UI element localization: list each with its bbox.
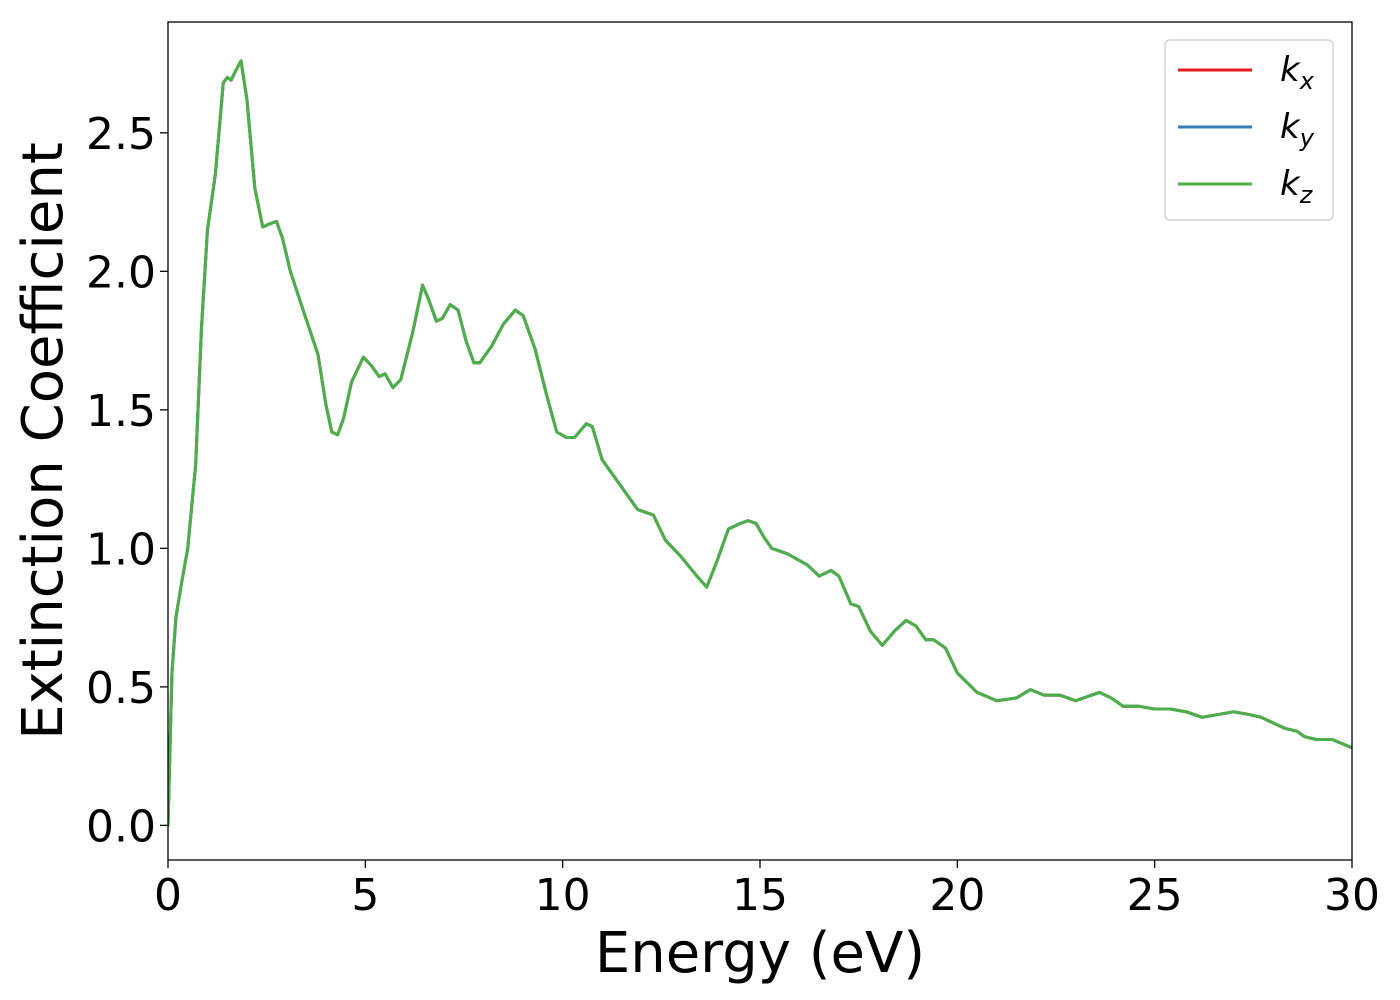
- y-tick-label: 0.0: [86, 801, 156, 852]
- legend-label-ky: ky: [1280, 107, 1315, 152]
- x-tick-label: 10: [535, 870, 591, 921]
- x-tick-label: 30: [1324, 870, 1380, 921]
- x-tick-label: 15: [732, 870, 788, 921]
- legend-label-kz: kz: [1280, 164, 1314, 209]
- x-tick-label: 0: [154, 870, 182, 921]
- series-line-kz: [168, 59, 1352, 827]
- y-axis-label: Extinction Coefficient: [11, 142, 76, 740]
- y-tick-label: 1.0: [86, 524, 156, 575]
- y-tick-label: 0.5: [86, 663, 156, 714]
- legend-label-kx: kx: [1280, 50, 1315, 95]
- legend: kx ky kz: [1164, 39, 1334, 221]
- y-axis-ticks: 0.0 0.5 1.0 1.5 2.0 2.5: [86, 109, 168, 852]
- series-lines: [168, 59, 1352, 827]
- x-tick-label: 25: [1127, 870, 1183, 921]
- y-tick-label: 2.5: [86, 109, 156, 160]
- y-tick-label: 2.0: [86, 247, 156, 298]
- x-tick-label: 20: [929, 870, 985, 921]
- y-tick-label: 1.5: [86, 386, 156, 437]
- x-axis-ticks: 0 5 10 15 20 25 30: [154, 860, 1380, 921]
- x-tick-label: 5: [351, 870, 379, 921]
- legend-box: [1164, 39, 1334, 221]
- x-axis-label: Energy (eV): [595, 921, 925, 986]
